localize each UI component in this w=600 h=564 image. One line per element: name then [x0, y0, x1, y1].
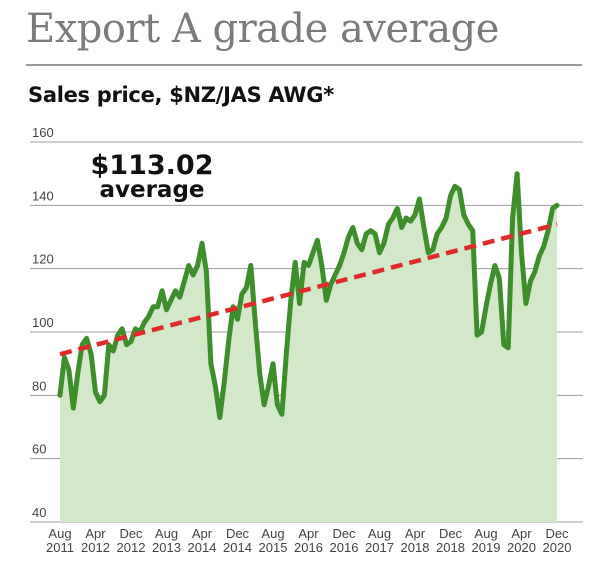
series-line [57, 171, 560, 420]
x-tick-month: Apr [298, 526, 319, 541]
x-tick-month: Aug [474, 526, 497, 541]
x-tick-year: 2020 [543, 540, 572, 555]
title-divider [26, 64, 582, 66]
x-tick-year: 2014 [223, 540, 252, 555]
x-tick-year: 2020 [507, 540, 536, 555]
trend-dashed-line [59, 222, 558, 357]
x-tick-year: 2016 [294, 540, 323, 555]
x-axis-labels: Aug2011Apr2012Dec2012Aug2013Apr2014Dec20… [46, 526, 571, 555]
x-tick-month: Aug [261, 526, 284, 541]
y-tick-label: 160 [32, 125, 54, 140]
x-tick-year: 2012 [81, 540, 110, 555]
x-tick-month: Dec [332, 526, 356, 541]
average-label: average [99, 177, 204, 203]
y-axis-labels: 40 60 80 100 120 140 160 [32, 125, 54, 520]
x-tick-year: 2011 [46, 540, 74, 555]
average-value: $113.02 [91, 150, 214, 181]
y-tick-label: 60 [32, 442, 46, 457]
x-tick-year: 2017 [365, 540, 394, 555]
area-fill [60, 173, 557, 522]
y-tick-label: 80 [32, 378, 46, 393]
x-tick-month: Dec [119, 526, 143, 541]
x-tick-year: 2016 [330, 540, 359, 555]
x-tick-year: 2014 [188, 540, 217, 555]
y-tick-label: 100 [32, 315, 54, 330]
y-tick-label: 140 [32, 188, 54, 203]
chart-title: Export A grade average [26, 6, 499, 52]
trend-line [59, 222, 558, 357]
x-tick-month: Aug [368, 526, 391, 541]
x-tick-year: 2012 [117, 540, 146, 555]
x-tick-month: Apr [511, 526, 532, 541]
chart-subtitle: Sales price, $NZ/JAS AWG* [28, 83, 334, 107]
x-tick-month: Dec [226, 526, 250, 541]
x-tick-month: Dec [545, 526, 569, 541]
y-tick-label: 40 [32, 505, 46, 520]
x-tick-month: Apr [192, 526, 213, 541]
x-tick-month: Apr [85, 526, 106, 541]
series-area [60, 173, 557, 522]
series-path [57, 171, 560, 420]
x-tick-month: Dec [439, 526, 463, 541]
x-tick-year: 2015 [259, 540, 288, 555]
x-tick-year: 2013 [152, 540, 181, 555]
x-tick-year: 2019 [472, 540, 501, 555]
x-tick-year: 2018 [401, 540, 430, 555]
x-tick-month: Aug [48, 526, 71, 541]
x-tick-month: Apr [405, 526, 426, 541]
x-tick-month: Aug [155, 526, 178, 541]
y-tick-label: 120 [32, 252, 54, 267]
x-tick-year: 2018 [436, 540, 465, 555]
